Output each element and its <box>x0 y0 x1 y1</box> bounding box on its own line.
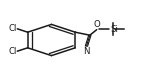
Text: Cl: Cl <box>8 47 17 56</box>
Text: Cl: Cl <box>8 24 17 33</box>
Text: N: N <box>83 47 90 56</box>
Text: O: O <box>93 20 100 29</box>
Text: Si: Si <box>110 25 118 34</box>
